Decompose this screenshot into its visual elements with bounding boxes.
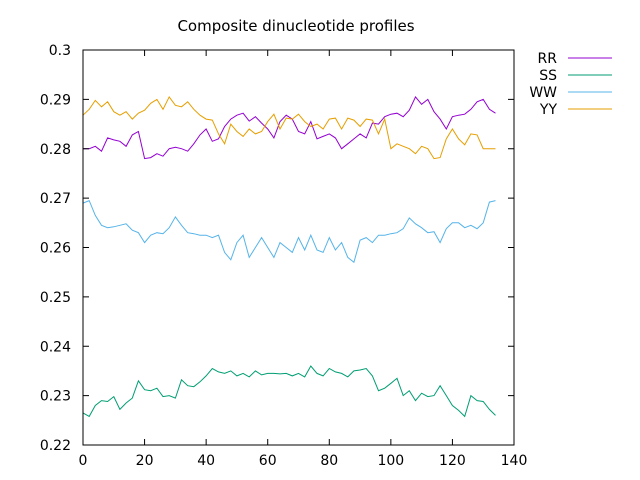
x-tick-label: 0 — [79, 453, 88, 469]
y-tick-label: 0.25 — [40, 290, 71, 306]
axes-group: 0 20 40 60 80 100 120 140 0.22 0.23 0.24 0.25 0.26 0.… — [40, 43, 528, 469]
series-line-rr — [83, 95, 496, 160]
x-tick-label: 120 — [439, 453, 466, 469]
legend-label-yy: YY — [539, 102, 558, 118]
legend-label-rr: RR — [538, 51, 558, 67]
y-tick-label: 0.26 — [40, 241, 71, 257]
x-tick-label: 20 — [136, 453, 154, 469]
y-tick-label: 0.29 — [40, 92, 71, 108]
y-tick-label: 0.3 — [49, 43, 71, 59]
x-tick-label: 40 — [197, 453, 215, 469]
series-line-ss — [82, 365, 496, 418]
series-line-yy — [82, 95, 496, 160]
x-tick-label: 80 — [320, 453, 338, 469]
x-tick-label: 60 — [259, 453, 277, 469]
legend-label-ww: WW — [529, 85, 557, 101]
y-tick-label: 0.27 — [40, 191, 71, 207]
y-tick-label: 0.22 — [40, 438, 71, 454]
chart-title: Composite dinucleotide profiles — [177, 17, 414, 35]
y-tick-label: 0.28 — [40, 142, 71, 158]
x-tick-label: 100 — [377, 453, 404, 469]
legend-label-ss: SS — [539, 68, 557, 84]
y-tick-label: 0.24 — [40, 339, 71, 355]
series-group — [82, 95, 496, 418]
y-tick-label: 0.23 — [40, 389, 71, 405]
x-tick-label: 140 — [501, 453, 528, 469]
series-line-ww — [82, 199, 496, 264]
